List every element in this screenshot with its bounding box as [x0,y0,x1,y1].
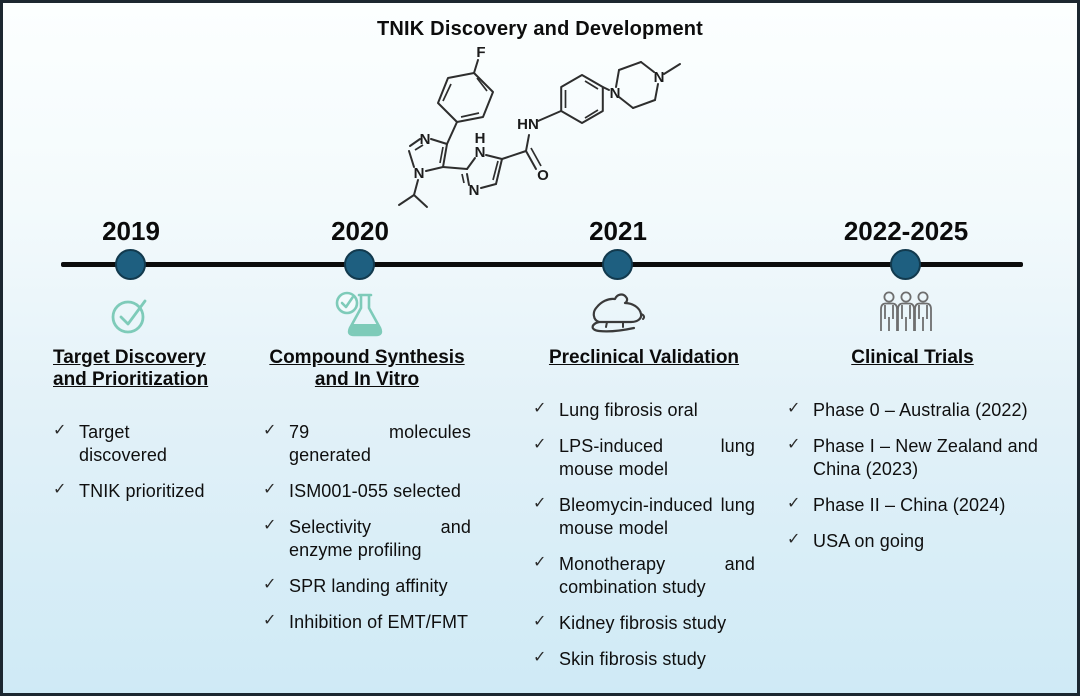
list-item-text: ISM001-055 selected [289,481,462,502]
list-item: ✓ Phase II – China (2024) [787,494,1038,517]
check-mark-icon: ✓ [53,422,67,440]
check-mark-icon: ✓ [787,495,801,513]
list-item-text: USA on going [813,531,925,552]
list-item: ✓ ISM001-055 selected [263,480,471,503]
year-label-2020: 2020 [331,216,389,246]
list-item: ✓ 79 molecules generated [263,421,471,467]
check-mark-icon: ✓ [263,612,277,630]
list-item-text: Phase II – China (2024) [813,495,1006,516]
milestone-header-2021: Preclinical Validation [548,347,740,368]
check-mark-icon: ✓ [533,613,547,631]
list-item: ✓ TNIK prioritized [53,480,217,503]
mouse-icon [590,290,648,339]
timeline-line [61,262,1023,267]
atom-label-n3: N [475,144,486,161]
timeline-dot-2020 [344,249,375,280]
list-item: ✓ SPR landing affinity [263,575,471,598]
atom-label-n5: N [610,85,621,102]
list-item: ✓ Skin fibrosis study [533,648,755,671]
list-item-text: Phase I – New Zealand and China (2023) [813,436,1038,480]
list-item-text: Target discovered [79,422,168,466]
list-item-text: Inhibition of EMT/FMT [289,612,469,633]
check-mark-icon: ✓ [533,649,547,667]
list-item: ✓ Lung fibrosis oral [533,399,755,422]
list-item: ✓ Kidney fibrosis study [533,612,755,635]
list-item-text: Selectivity and enzyme profiling [289,517,471,561]
atom-label-o: O [537,167,549,184]
milestone-header-2022-2025: Clinical Trials [851,347,974,368]
check-mark-icon: ✓ [263,422,277,440]
list-item-text: Skin fibrosis study [559,649,706,670]
figure-title: TNIK Discovery and Development [376,18,704,40]
molecule-structure: F N N H N N [381,44,711,219]
list-item: ✓ Phase 0 – Australia (2022) [787,399,1038,422]
list-item: ✓ Inhibition of EMT/FMT [263,611,471,634]
check-flask-icon [335,290,385,343]
milestone-header-2020: Compound Synthesis and In Vitro [269,347,465,391]
check-mark-icon: ✓ [263,517,277,535]
check-mark-icon: ✓ [787,531,801,549]
year-label-2019: 2019 [102,216,160,246]
list-item: ✓ Monotherapy and combination study [533,553,755,599]
atom-label-n1: N [420,131,431,148]
timeline-dot-2021 [602,249,633,280]
check-mark-icon: ✓ [533,495,547,513]
check-mark-icon: ✓ [787,400,801,418]
list-item-text: 79 molecules generated [289,422,471,466]
list-item: ✓ USA on going [787,530,1038,553]
list-item: ✓ Bleomycin-induced lung mouse model [533,494,755,540]
list-item-text: Bleomycin-induced lung mouse model [559,495,755,539]
list-item: ✓ Phase I – New Zealand and China (2023) [787,435,1038,481]
milestone-column-2022-2025: Clinical Trials ✓ Phase 0 – Australia (2… [787,347,1038,553]
year-label-2022-2025: 2022-2025 [843,216,969,246]
atom-label-n2: N [414,165,425,182]
atom-label-f: F [476,47,485,61]
atom-label-h: H [475,130,486,147]
list-item-text: TNIK prioritized [79,481,205,502]
check-mark-icon: ✓ [533,436,547,454]
atom-label-n4: N [469,182,480,199]
check-circle-icon [109,290,153,341]
year-label-2021: 2021 [589,216,647,246]
milestone-header-2019: Target Discovery and Prioritization [53,347,209,391]
list-item-text: Kidney fibrosis study [559,613,727,634]
check-mark-icon: ✓ [263,576,277,594]
atom-label-n6: N [654,69,665,86]
list-item-text: SPR landing affinity [289,576,448,597]
check-mark-icon: ✓ [533,554,547,572]
check-mark-icon: ✓ [787,436,801,454]
atom-label-hn: HN [517,116,539,133]
timeline-dot-2022-2025 [890,249,921,280]
milestone-column-2021: Preclinical Validation ✓ Lung fibrosis o… [533,347,755,671]
people-group-icon [878,290,934,339]
list-item: ✓ LPS-induced lung mouse model [533,435,755,481]
milestone-column-2020: Compound Synthesis and In Vitro ✓ 79 mol… [263,347,471,634]
check-mark-icon: ✓ [533,400,547,418]
list-item-text: Phase 0 – Australia (2022) [813,400,1028,421]
milestone-column-2019: Target Discovery and Prioritization ✓ Ta… [53,347,217,503]
list-item-text: Lung fibrosis oral [559,400,698,421]
list-item-text: LPS-induced lung mouse model [559,436,755,480]
list-item: ✓ Selectivity and enzyme profiling [263,516,471,562]
timeline-dot-2019 [115,249,146,280]
list-item-text: Monotherapy and combination study [559,554,755,598]
check-mark-icon: ✓ [263,481,277,499]
list-item: ✓ Target discovered [53,421,217,467]
molecule-drawing: F N N H N N [398,44,681,208]
check-mark-icon: ✓ [53,481,67,499]
